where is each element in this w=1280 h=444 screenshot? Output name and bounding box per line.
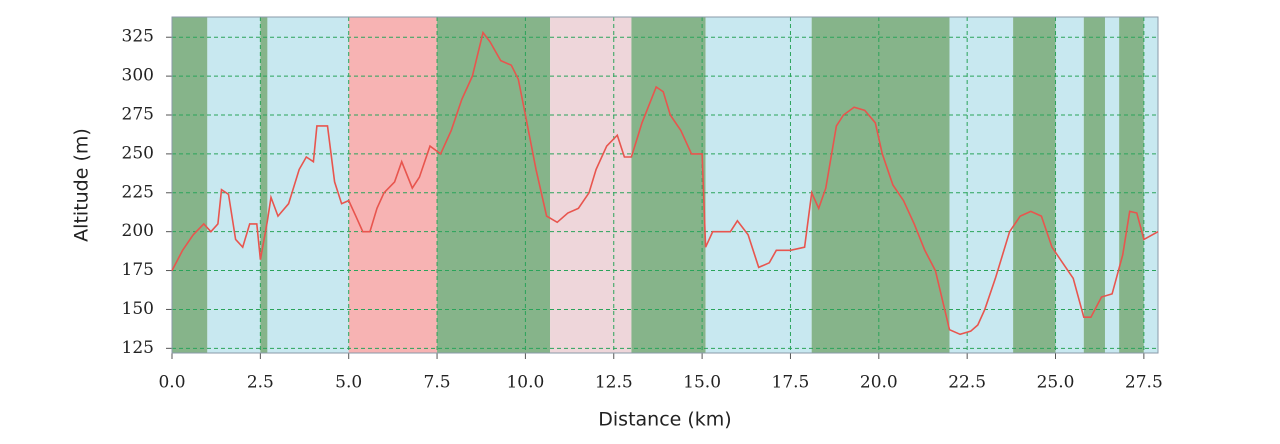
background-band xyxy=(631,17,706,353)
background-band xyxy=(949,17,1014,353)
x-tick-label: 12.5 xyxy=(595,373,633,393)
background-band xyxy=(1119,17,1144,353)
background-band xyxy=(348,17,438,353)
x-axis-label: Distance (km) xyxy=(598,409,731,431)
background-band xyxy=(1104,17,1120,353)
y-axis-label: Altitude (m) xyxy=(71,128,93,242)
x-tick-label: 2.5 xyxy=(247,373,274,393)
y-tick-label: 175 xyxy=(122,260,154,280)
background-band xyxy=(172,17,208,353)
background-band xyxy=(260,17,268,353)
plot-frame xyxy=(171,16,1159,354)
x-tick-label: 15.0 xyxy=(683,373,721,393)
x-tick-label: 25.0 xyxy=(1037,373,1075,393)
background-band xyxy=(1013,17,1056,353)
background-band xyxy=(267,17,349,353)
x-tick-label: 7.5 xyxy=(424,373,451,393)
altitude-line xyxy=(171,30,1159,336)
x-tick-label: 5.0 xyxy=(335,373,362,393)
x-tick-label: 27.5 xyxy=(1125,373,1163,393)
y-tick-label: 275 xyxy=(122,105,154,125)
x-tick-label: 20.0 xyxy=(860,373,898,393)
y-tick-label: 125 xyxy=(122,338,154,358)
background-band xyxy=(207,17,261,353)
background-band xyxy=(437,17,551,353)
background-band xyxy=(1143,17,1158,353)
y-tick-label: 300 xyxy=(122,66,154,86)
x-tick-label: 10.0 xyxy=(506,373,544,393)
x-tick-label: 17.5 xyxy=(772,373,810,393)
background-band xyxy=(1083,17,1105,353)
y-tick-label: 200 xyxy=(122,221,154,241)
x-tick-label: 22.5 xyxy=(948,373,986,393)
x-tick-label: 0.0 xyxy=(158,373,185,393)
y-tick-label: 250 xyxy=(122,143,154,163)
background-band xyxy=(811,17,950,353)
y-tick-label: 225 xyxy=(122,182,154,202)
y-tick-label: 325 xyxy=(122,27,154,47)
y-tick-label: 150 xyxy=(122,299,154,319)
background-band xyxy=(705,17,812,353)
